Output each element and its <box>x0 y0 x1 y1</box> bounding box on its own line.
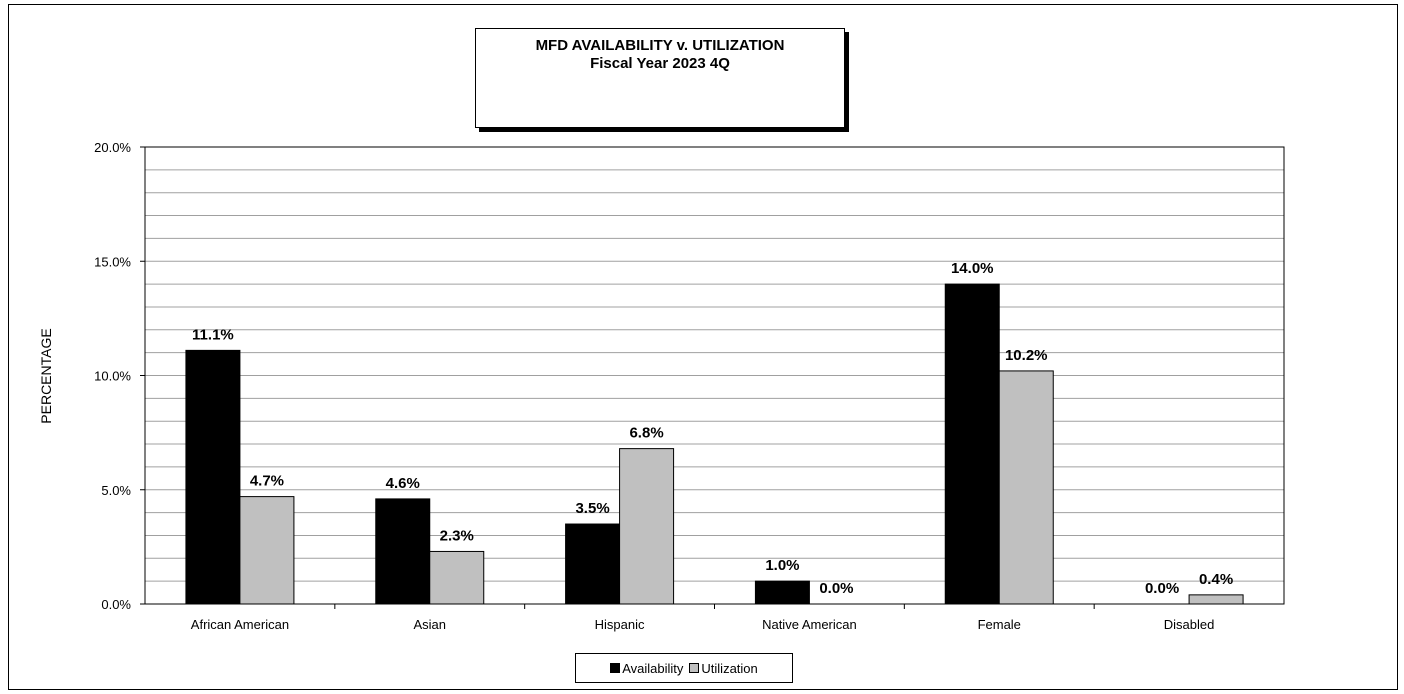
y-tick-label: 15.0% <box>94 254 131 269</box>
data-label-availability: 11.1% <box>192 326 234 343</box>
y-axis-ticks: 0.0% 5.0% 10.0% 15.0% 20.0% <box>94 140 145 612</box>
x-tick-label: Disabled <box>1164 617 1215 632</box>
data-label-availability: 0.0% <box>1145 580 1179 597</box>
y-tick-label: 20.0% <box>94 140 131 155</box>
data-label-utilization: 10.2% <box>1005 347 1048 364</box>
x-tick-label: Asian <box>413 617 446 632</box>
data-label-availability: 3.5% <box>575 500 609 517</box>
bar-availability <box>375 498 431 605</box>
data-label-utilization: 2.3% <box>440 527 474 544</box>
bar-availability <box>754 580 810 605</box>
y-axis-label: PERCENTAGE <box>38 328 54 423</box>
bar-availability <box>185 349 241 605</box>
data-label-availability: 4.6% <box>386 475 420 492</box>
x-tick-label: Female <box>978 617 1021 632</box>
legend-label-utilization: Utilization <box>701 660 758 676</box>
bar-availability <box>944 283 1000 605</box>
legend-swatch-availability <box>610 663 621 673</box>
chart-title: MFD AVAILABILITY v. UTILIZATION <box>535 37 785 54</box>
x-tick-label: Native American <box>762 617 857 632</box>
y-tick-label: 0.0% <box>101 597 131 612</box>
bar-availability <box>565 523 621 605</box>
chart-frame <box>8 4 1398 690</box>
bars <box>185 283 1244 605</box>
y-tick-label: 10.0% <box>94 369 131 384</box>
x-tick-label: Hispanic <box>595 617 645 632</box>
x-tick-label: African American <box>191 617 289 632</box>
data-label-utilization: 0.4% <box>1199 571 1233 588</box>
bar-utilization <box>239 496 295 605</box>
bar-utilization <box>1188 594 1244 605</box>
data-label-utilization: 4.7% <box>250 473 284 490</box>
legend-swatch-utilization <box>689 663 700 673</box>
legend-label-availability: Availability <box>622 660 684 676</box>
chart-subtitle: Fiscal Year 2023 4Q <box>590 55 730 72</box>
data-label-availability: 1.0% <box>765 557 799 574</box>
chart-title-box: MFD AVAILABILITY v. UTILIZATION Fiscal Y… <box>475 28 845 128</box>
data-labels: 11.1% 4.7% 4.6% 2.3% 3.5% 6.8% 1.0% 0.0% 14.0% 10… <box>192 260 1233 597</box>
data-label-utilization: 6.8% <box>629 425 663 442</box>
grid-lines <box>145 169 1284 582</box>
legend-item-utilization: Utilization <box>689 660 758 676</box>
legend-item-availability: Availability <box>610 661 683 676</box>
bar-utilization <box>429 550 485 605</box>
x-axis-ticks: African American Asian Hispanic Native Amer… <box>191 604 1215 632</box>
bar-utilization <box>998 370 1054 605</box>
legend: Availability Utilization <box>575 653 793 683</box>
data-label-availability: 14.0% <box>951 260 994 277</box>
bar-utilization <box>619 448 675 605</box>
y-tick-label: 5.0% <box>101 483 131 498</box>
data-label-utilization: 0.0% <box>819 580 853 597</box>
